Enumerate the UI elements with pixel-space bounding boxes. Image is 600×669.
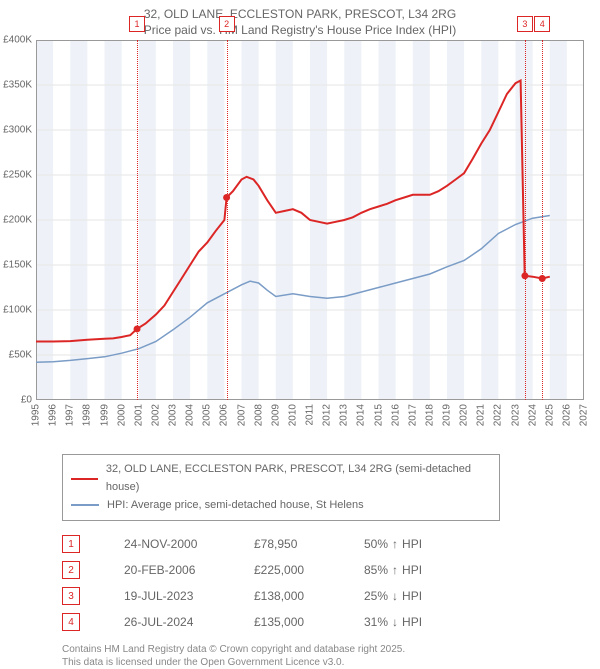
arrow-up-icon — [392, 563, 398, 577]
sale-index-box: 3 — [62, 587, 80, 605]
sale-row: 4 26-JUL-2024£135,00031% HPI — [62, 609, 502, 635]
x-tick-label: 2018 — [424, 404, 435, 426]
sale-row: 3 19-JUL-2023£138,00025% HPI — [62, 583, 502, 609]
x-tick-label: 1996 — [48, 404, 59, 426]
legend-item: HPI: Average price, semi-detached house,… — [71, 497, 491, 515]
page: 32, OLD LANE, ECCLESTON PARK, PRESCOT, L… — [0, 0, 600, 620]
x-tick-label: 1995 — [31, 404, 42, 426]
x-tick-label: 1998 — [82, 404, 93, 426]
sale-price: £225,000 — [254, 563, 364, 577]
sale-row: 1 24-NOV-2000£78,95050% HPI — [62, 531, 502, 557]
sale-date: 19-JUL-2023 — [124, 589, 254, 603]
x-tick-label: 2012 — [322, 404, 333, 426]
sale-price: £78,950 — [254, 537, 364, 551]
y-tick-label: £0 — [0, 395, 32, 406]
sale-marker-line — [137, 40, 138, 400]
x-tick-label: 2002 — [150, 404, 161, 426]
x-tick-label: 1999 — [99, 404, 110, 426]
x-tick-label: 2009 — [270, 404, 281, 426]
x-tick-label: 2022 — [493, 404, 504, 426]
x-tick-label: 2010 — [287, 404, 298, 426]
sale-row: 2 20-FEB-2006£225,00085% HPI — [62, 557, 502, 583]
legend-label: 32, OLD LANE, ECCLESTON PARK, PRESCOT, L… — [106, 461, 491, 496]
x-tick-label: 2000 — [116, 404, 127, 426]
sale-delta: 31% HPI — [364, 615, 502, 629]
chart-plot: £0£50K£100K£150K£200K£250K£300K£350K£400… — [36, 40, 584, 400]
x-tick-label: 2015 — [373, 404, 384, 426]
x-tick-label: 2006 — [219, 404, 230, 426]
x-tick-label: 2019 — [442, 404, 453, 426]
y-tick-label: £100K — [0, 305, 32, 316]
arrow-up-icon — [392, 537, 398, 551]
sale-index-box: 4 — [62, 613, 80, 631]
footer-line-2: This data is licensed under the Open Gov… — [62, 656, 600, 669]
sale-price: £135,000 — [254, 615, 364, 629]
x-axis-labels: 1995199619971998199920002001200220032004… — [36, 400, 584, 450]
y-tick-label: £250K — [0, 170, 32, 181]
legend: 32, OLD LANE, ECCLESTON PARK, PRESCOT, L… — [62, 454, 500, 521]
x-tick-label: 2026 — [561, 404, 572, 426]
legend-swatch — [71, 478, 98, 480]
x-tick-label: 2005 — [202, 404, 213, 426]
x-tick-label: 2021 — [476, 404, 487, 426]
sale-delta: 50% HPI — [364, 537, 502, 551]
sale-marker-line — [525, 40, 526, 400]
x-tick-label: 2023 — [510, 404, 521, 426]
y-tick-label: £300K — [0, 125, 32, 136]
footer-line-1: Contains HM Land Registry data © Crown c… — [62, 643, 600, 656]
sale-date: 24-NOV-2000 — [124, 537, 254, 551]
sale-delta: 85% HPI — [364, 563, 502, 577]
sale-date: 26-JUL-2024 — [124, 615, 254, 629]
x-tick-label: 2003 — [168, 404, 179, 426]
chart-svg — [36, 40, 584, 400]
x-tick-label: 2014 — [356, 404, 367, 426]
y-tick-label: £200K — [0, 215, 32, 226]
sale-marker-box: 1 — [129, 16, 145, 32]
footer-attribution: Contains HM Land Registry data © Crown c… — [62, 643, 600, 669]
x-tick-label: 2020 — [459, 404, 470, 426]
sale-marker-box: 4 — [534, 16, 550, 32]
sale-marker-line — [227, 40, 228, 400]
sale-index-box: 1 — [62, 535, 80, 553]
x-tick-label: 2008 — [253, 404, 264, 426]
y-tick-label: £400K — [0, 35, 32, 46]
sale-delta: 25% HPI — [364, 589, 502, 603]
x-tick-label: 2013 — [339, 404, 350, 426]
sale-date: 20-FEB-2006 — [124, 563, 254, 577]
x-tick-label: 2011 — [305, 404, 316, 426]
x-tick-label: 2027 — [579, 404, 590, 426]
x-tick-label: 2004 — [185, 404, 196, 426]
legend-item: 32, OLD LANE, ECCLESTON PARK, PRESCOT, L… — [71, 461, 491, 496]
sale-marker-line — [542, 40, 543, 400]
sale-index-box: 2 — [62, 561, 80, 579]
chart-area: £0£50K£100K£150K£200K£250K£300K£350K£400… — [36, 40, 596, 400]
x-tick-label: 2025 — [544, 404, 555, 426]
title-line-2: Price paid vs. HM Land Registry's House … — [10, 22, 590, 38]
legend-label: HPI: Average price, semi-detached house,… — [107, 497, 364, 515]
x-tick-label: 2024 — [527, 404, 538, 426]
arrow-down-icon — [392, 589, 398, 603]
x-tick-label: 2017 — [407, 404, 418, 426]
y-tick-label: £350K — [0, 80, 32, 91]
y-tick-label: £150K — [0, 260, 32, 271]
chart-title: 32, OLD LANE, ECCLESTON PARK, PRESCOT, L… — [0, 0, 600, 40]
y-tick-label: £50K — [0, 350, 32, 361]
x-tick-label: 2001 — [133, 404, 144, 426]
x-tick-label: 2016 — [390, 404, 401, 426]
x-tick-label: 2007 — [236, 404, 247, 426]
sale-marker-box: 3 — [517, 16, 533, 32]
title-line-1: 32, OLD LANE, ECCLESTON PARK, PRESCOT, L… — [10, 6, 590, 22]
x-tick-label: 1997 — [65, 404, 76, 426]
sale-price: £138,000 — [254, 589, 364, 603]
legend-swatch — [71, 504, 99, 506]
arrow-down-icon — [392, 615, 398, 629]
sale-marker-box: 2 — [219, 16, 235, 32]
